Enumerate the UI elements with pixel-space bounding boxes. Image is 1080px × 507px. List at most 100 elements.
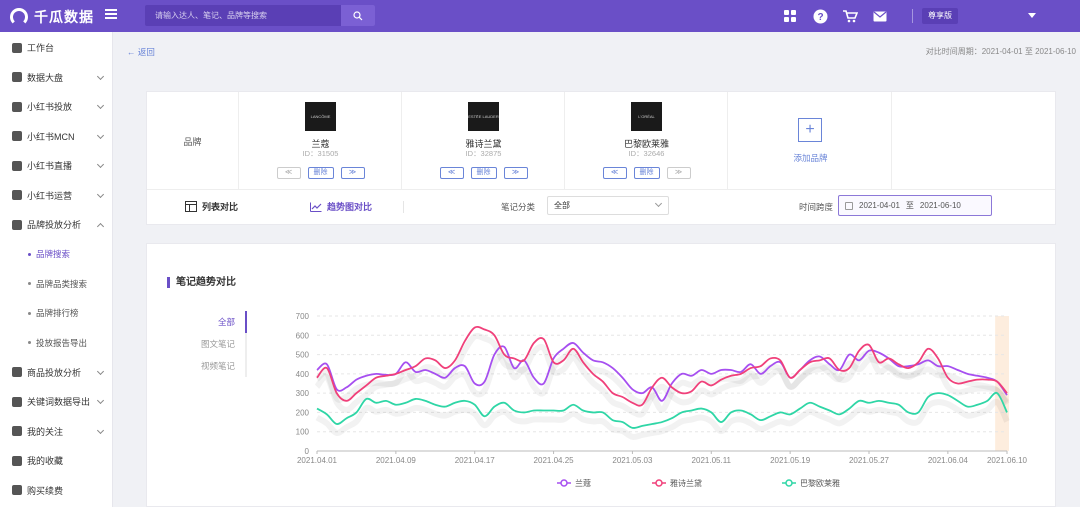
sidebar-subitem[interactable]: 品牌搜索: [0, 240, 113, 269]
bookmark-icon: [12, 455, 22, 466]
sidebar-item-label: 小红书MCN: [27, 131, 75, 142]
move-left-button[interactable]: ≪: [439, 167, 464, 179]
y-tick-label: 600: [296, 331, 310, 340]
legend-marker: [785, 479, 793, 487]
search-button[interactable]: [341, 5, 375, 26]
chevron-down-icon: [96, 396, 105, 405]
sidebar-item[interactable]: 我的关注: [0, 417, 113, 446]
brand-logo: L'ORÉAL: [631, 102, 662, 131]
chevron-down-icon: [96, 101, 105, 110]
chevron-down-icon: [96, 367, 105, 375]
series-shadow: [315, 348, 1010, 413]
time-span-label: 时间跨度: [799, 202, 834, 212]
sidebar: 工作台 数据大盘 小红书投放 小红书MCN 小红书直播 小红书运营 品牌投放分析 品牌搜索 品牌…: [0, 32, 113, 507]
date-range-picker[interactable]: 2021-04-01 至 2021-06-10: [838, 195, 992, 216]
cart-icon: [12, 485, 22, 495]
series-shadow: [315, 398, 1010, 440]
hover-band: [995, 316, 1009, 451]
sidebar-item[interactable]: 工作台: [0, 33, 113, 62]
x-tick-label: 2021.06.10: [987, 456, 1027, 465]
sidebar-subitem[interactable]: 品牌排行榜: [0, 299, 113, 328]
goods-icon: [12, 367, 22, 377]
sidebar-item[interactable]: 我的收藏: [0, 446, 113, 475]
sidebar-subitem[interactable]: 投放报告导出: [0, 328, 113, 357]
brand-column-loreal: L'ORÉAL 巴黎欧莱雅 ID：32646 ≪ 删除 ≫: [565, 92, 728, 190]
building-icon: [12, 131, 22, 141]
x-tick-label: 2021.05.03: [612, 456, 653, 465]
logo[interactable]: 千瓜数据: [10, 7, 94, 27]
move-left-button[interactable]: ≪: [276, 167, 301, 179]
sidebar-item[interactable]: 购买续费: [0, 476, 113, 505]
search-icon: [353, 10, 363, 20]
search-input[interactable]: [145, 5, 341, 26]
delete-brand-button[interactable]: 删除: [307, 167, 334, 179]
sidebar-item[interactable]: 数据大盘: [0, 63, 113, 92]
sidebar-item[interactable]: 小红书直播: [0, 151, 113, 180]
control-row: 列表对比 趋势图对比 笔记分类 全部 时间跨度 2021-04-01 至 202…: [147, 190, 1055, 224]
megaphone-icon: [12, 101, 22, 112]
cart-icon[interactable]: [842, 8, 858, 24]
tab-image-notes[interactable]: 图文笔记: [191, 333, 247, 355]
x-tick-label: 2021.05.27: [849, 456, 890, 465]
category-select[interactable]: 全部: [547, 196, 669, 215]
x-tick-label: 2021.04.25: [534, 456, 575, 465]
note-type-tabs: 全部 图文笔记 视频笔记: [191, 311, 247, 377]
trend-line-icon: [310, 202, 322, 212]
brand-compare-card: 品牌 LANCÔME 兰蔻 ID：31505 ≪ 删除 ≫ ESTĒE LAUD…: [146, 91, 1056, 225]
chevron-up-icon: [96, 222, 105, 231]
tab-video-notes[interactable]: 视频笔记: [191, 355, 247, 377]
dashboard-icon: [12, 42, 22, 53]
sidebar-item[interactable]: 商品投放分析: [0, 358, 113, 387]
series-line-0: [316, 342, 1008, 402]
sidebar-item-label: 小红书运营: [27, 190, 73, 201]
sidebar-item[interactable]: 小红书运营: [0, 181, 113, 210]
y-tick-label: 0: [305, 447, 310, 456]
move-left-button[interactable]: ≪: [602, 167, 627, 179]
user-badge[interactable]: 尊享版: [922, 8, 958, 24]
sidebar-item-label: 我的关注: [27, 426, 64, 437]
sidebar-item-label: 购买续费: [27, 485, 64, 496]
bullet-icon: [28, 341, 31, 344]
help-icon[interactable]: ?: [812, 8, 828, 24]
chevron-down-icon: [96, 72, 105, 80]
menu-toggle-icon[interactable]: [105, 9, 117, 21]
sidebar-item-label: 品牌排行榜: [36, 308, 79, 318]
apps-grid-icon[interactable]: [782, 8, 798, 24]
sidebar-subitem[interactable]: 品牌品类搜索: [0, 269, 113, 298]
table-view-tab[interactable]: 列表对比: [185, 200, 238, 213]
move-right-button[interactable]: ≫: [503, 167, 528, 179]
add-brand-column[interactable]: + 添加品牌: [729, 92, 892, 190]
delete-brand-button[interactable]: 删除: [633, 167, 660, 179]
user-dropdown-icon[interactable]: [1028, 13, 1036, 18]
svg-text:?: ?: [817, 12, 823, 23]
sidebar-item-label: 小红书投放: [27, 102, 73, 112]
delete-brand-button[interactable]: 删除: [470, 167, 497, 179]
sidebar-item-label: 商品投放分析: [27, 367, 82, 378]
sidebar-item-label: 工作台: [27, 43, 55, 53]
add-brand-label[interactable]: 添加品牌: [793, 153, 828, 163]
chart-card: 笔记趋势对比 全部 图文笔记 视频笔记 0 100 200 300 400 500 600 7…: [146, 243, 1056, 507]
move-right-button[interactable]: ≫: [666, 167, 691, 179]
sidebar-item[interactable]: 小红书MCN: [0, 122, 113, 151]
trend-view-tab[interactable]: 趋势图对比: [310, 200, 372, 213]
sidebar-item[interactable]: 品牌投放分析: [0, 210, 113, 239]
y-tick-label: 400: [296, 370, 310, 379]
sidebar-item[interactable]: 小红书投放: [0, 92, 113, 121]
chevron-down-icon: [96, 426, 105, 434]
brand-row: 品牌 LANCÔME 兰蔻 ID：31505 ≪ 删除 ≫ ESTĒE LAUD…: [147, 92, 1055, 190]
sidebar-item[interactable]: 关键词数据导出: [0, 387, 113, 416]
series-line-2: [316, 391, 1008, 429]
brand-name: 巴黎欧莱雅: [623, 139, 669, 149]
date-end: 2021-06-10: [919, 201, 961, 210]
logo-icon: [10, 8, 28, 26]
y-tick-label: 200: [296, 408, 310, 417]
sidebar-item-label: 我的收藏: [27, 456, 64, 466]
y-tick-label: 700: [296, 312, 310, 321]
plus-icon[interactable]: +: [798, 118, 822, 142]
x-tick-label: 2021.05.19: [770, 456, 811, 465]
mail-icon[interactable]: [872, 8, 888, 24]
move-right-button[interactable]: ≫: [340, 167, 365, 179]
x-tick-label: 2021.04.09: [376, 456, 417, 465]
tab-all[interactable]: 全部: [191, 311, 247, 333]
back-link[interactable]: ← 返回: [127, 47, 155, 57]
